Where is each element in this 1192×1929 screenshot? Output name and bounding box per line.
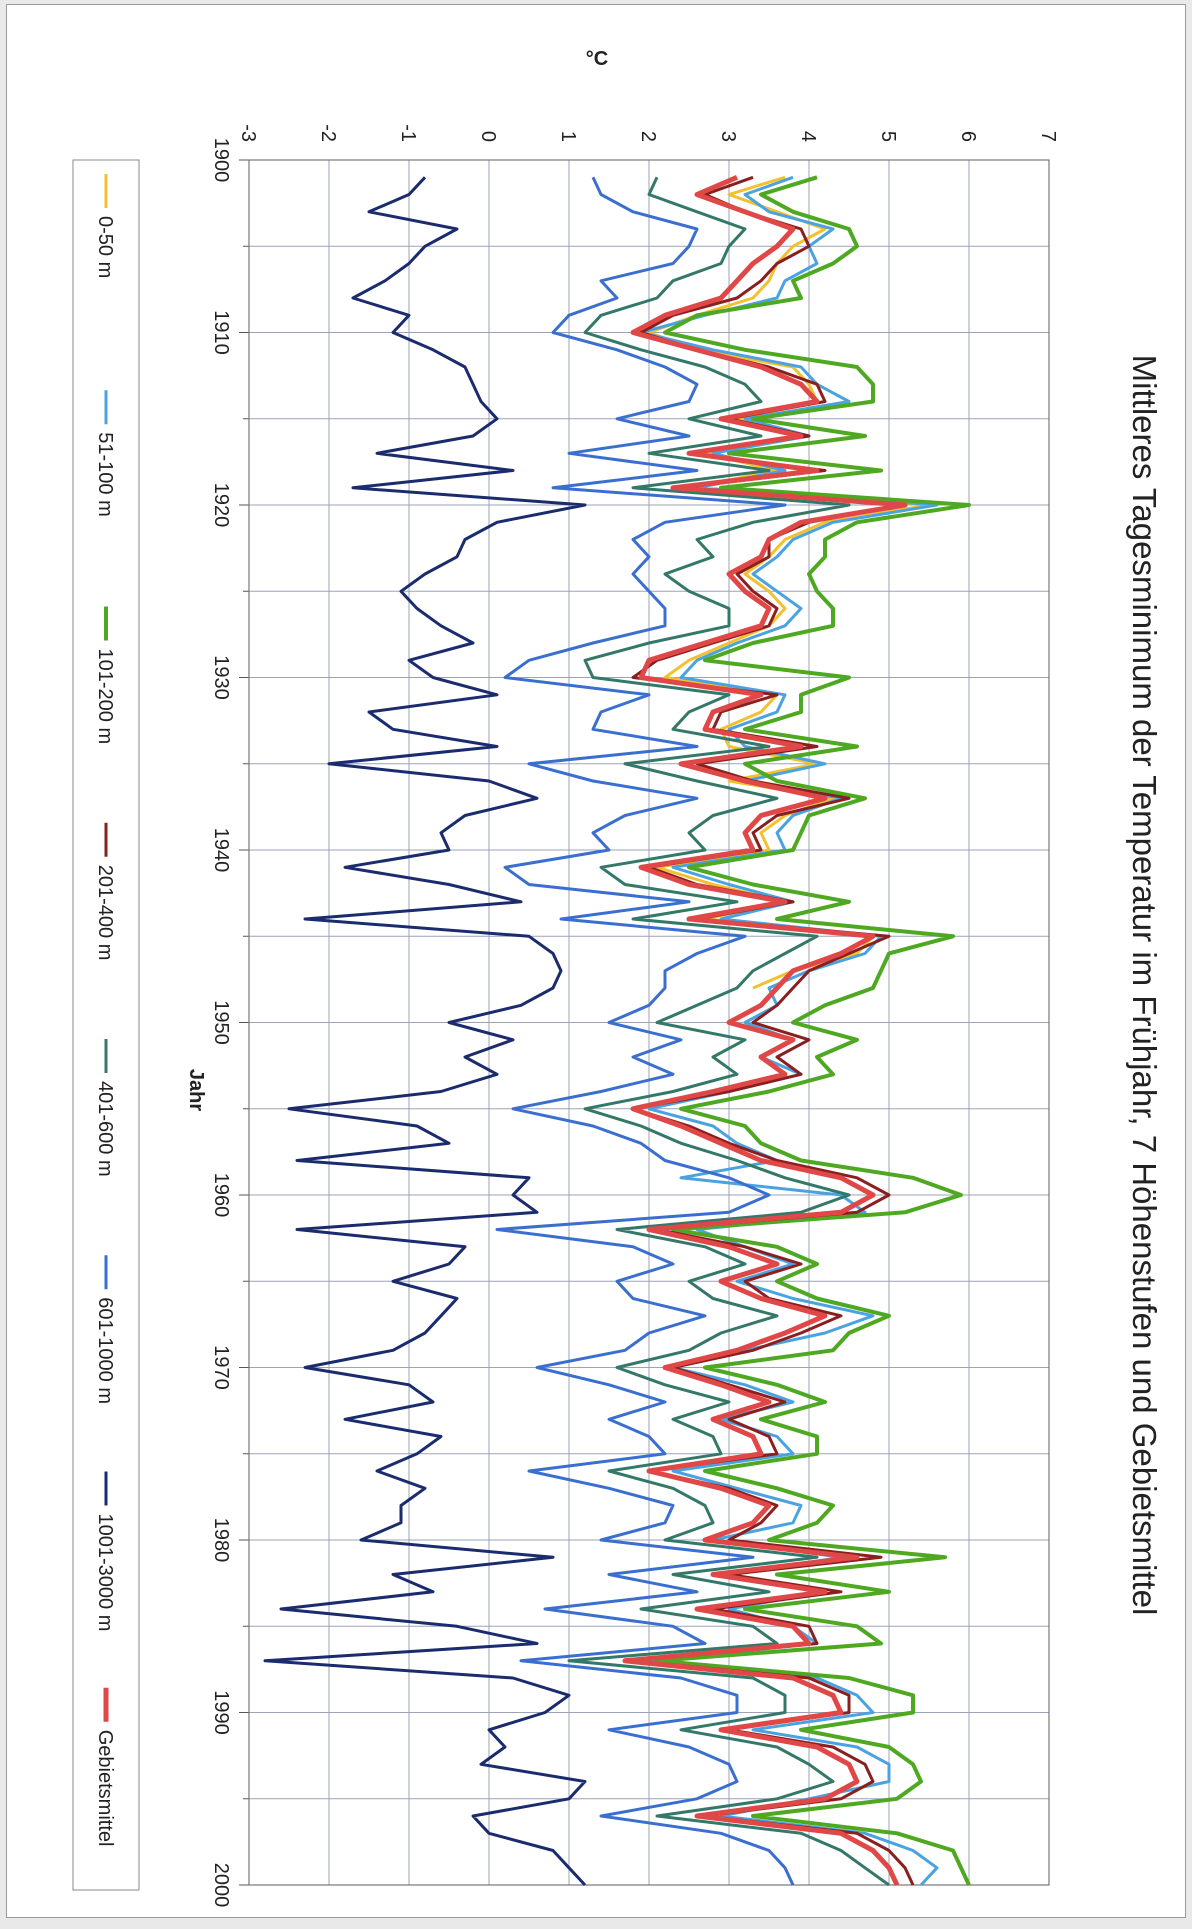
y-tick-label: -2 — [317, 124, 339, 142]
legend-label: 51-100 m — [94, 432, 116, 517]
x-axis-label: Jahr — [185, 1069, 207, 1111]
legend-label: 101-200 m — [94, 649, 116, 745]
y-tick-label: 6 — [957, 131, 979, 142]
x-tick-label: 1970 — [210, 1345, 232, 1390]
y-tick-label: 3 — [717, 131, 739, 142]
y-tick-label: 2 — [637, 131, 659, 142]
y-tick-label: -3 — [237, 124, 259, 142]
y-tick-label: 4 — [797, 131, 819, 142]
x-tick-label: 1940 — [210, 828, 232, 873]
legend-label: Gebietsmittel — [94, 1730, 116, 1847]
legend: 0-50 m 51-100 m 101-200 m 201-400 m 401-600 … — [72, 159, 140, 1891]
series-lines — [263, 175, 971, 1887]
y-tick-label: 0 — [477, 131, 499, 142]
legend-label: 1001-3000 m — [94, 1514, 116, 1632]
y-tick-labels: -3 -2 -1 0 1 2 3 4 5 6 7 — [237, 124, 1059, 142]
x-tick-label: 1910 — [210, 310, 232, 355]
x-tick-label: 1990 — [210, 1690, 232, 1735]
chart-title: Mittleres Tagesminimum der Temperatur im… — [1126, 355, 1163, 1616]
series-line-3 — [655, 175, 971, 1886]
gridlines — [239, 159, 1050, 1886]
x-tick-label: 2000 — [210, 1863, 232, 1908]
x-tick-label: 1930 — [210, 655, 232, 700]
plot-border — [248, 159, 1050, 1886]
plot-area — [248, 159, 1050, 1886]
legend-label: 0-50 m — [94, 216, 116, 278]
page-frame: Mittleres Tagesminimum der Temperatur im… — [6, 4, 1186, 1918]
y-tick-label: 1 — [557, 131, 579, 142]
x-tick-label: 1980 — [210, 1518, 232, 1563]
y-tick-label: -1 — [397, 124, 419, 142]
legend-label: 401-600 m — [94, 1081, 116, 1177]
rotated-chart: Mittleres Tagesminimum der Temperatur im… — [7, 5, 1192, 1929]
y-tick-label: 7 — [1037, 131, 1059, 142]
series-line-6 — [495, 176, 795, 1886]
x-tick-labels: 1900 1910 1920 1930 1940 1950 1960 1970 1980 1990… — [210, 138, 232, 1908]
y-tick-label: 5 — [877, 131, 899, 142]
legend-label: 601-1000 m — [94, 1297, 116, 1404]
legend-box — [72, 159, 140, 1891]
y-axis-label: °C — [586, 48, 608, 70]
x-tick-label: 1900 — [210, 138, 232, 183]
series-line-8 — [622, 175, 908, 1887]
x-tick-label: 1950 — [210, 1000, 232, 1045]
series-line-5 — [567, 176, 890, 1887]
x-tick-label: 1920 — [210, 483, 232, 528]
legend-label: 201-400 m — [94, 865, 116, 961]
x-tick-label: 1960 — [210, 1173, 232, 1218]
series-line-7 — [263, 176, 587, 1887]
chart: Mittleres Tagesminimum der Temperatur im… — [72, 48, 1163, 1908]
